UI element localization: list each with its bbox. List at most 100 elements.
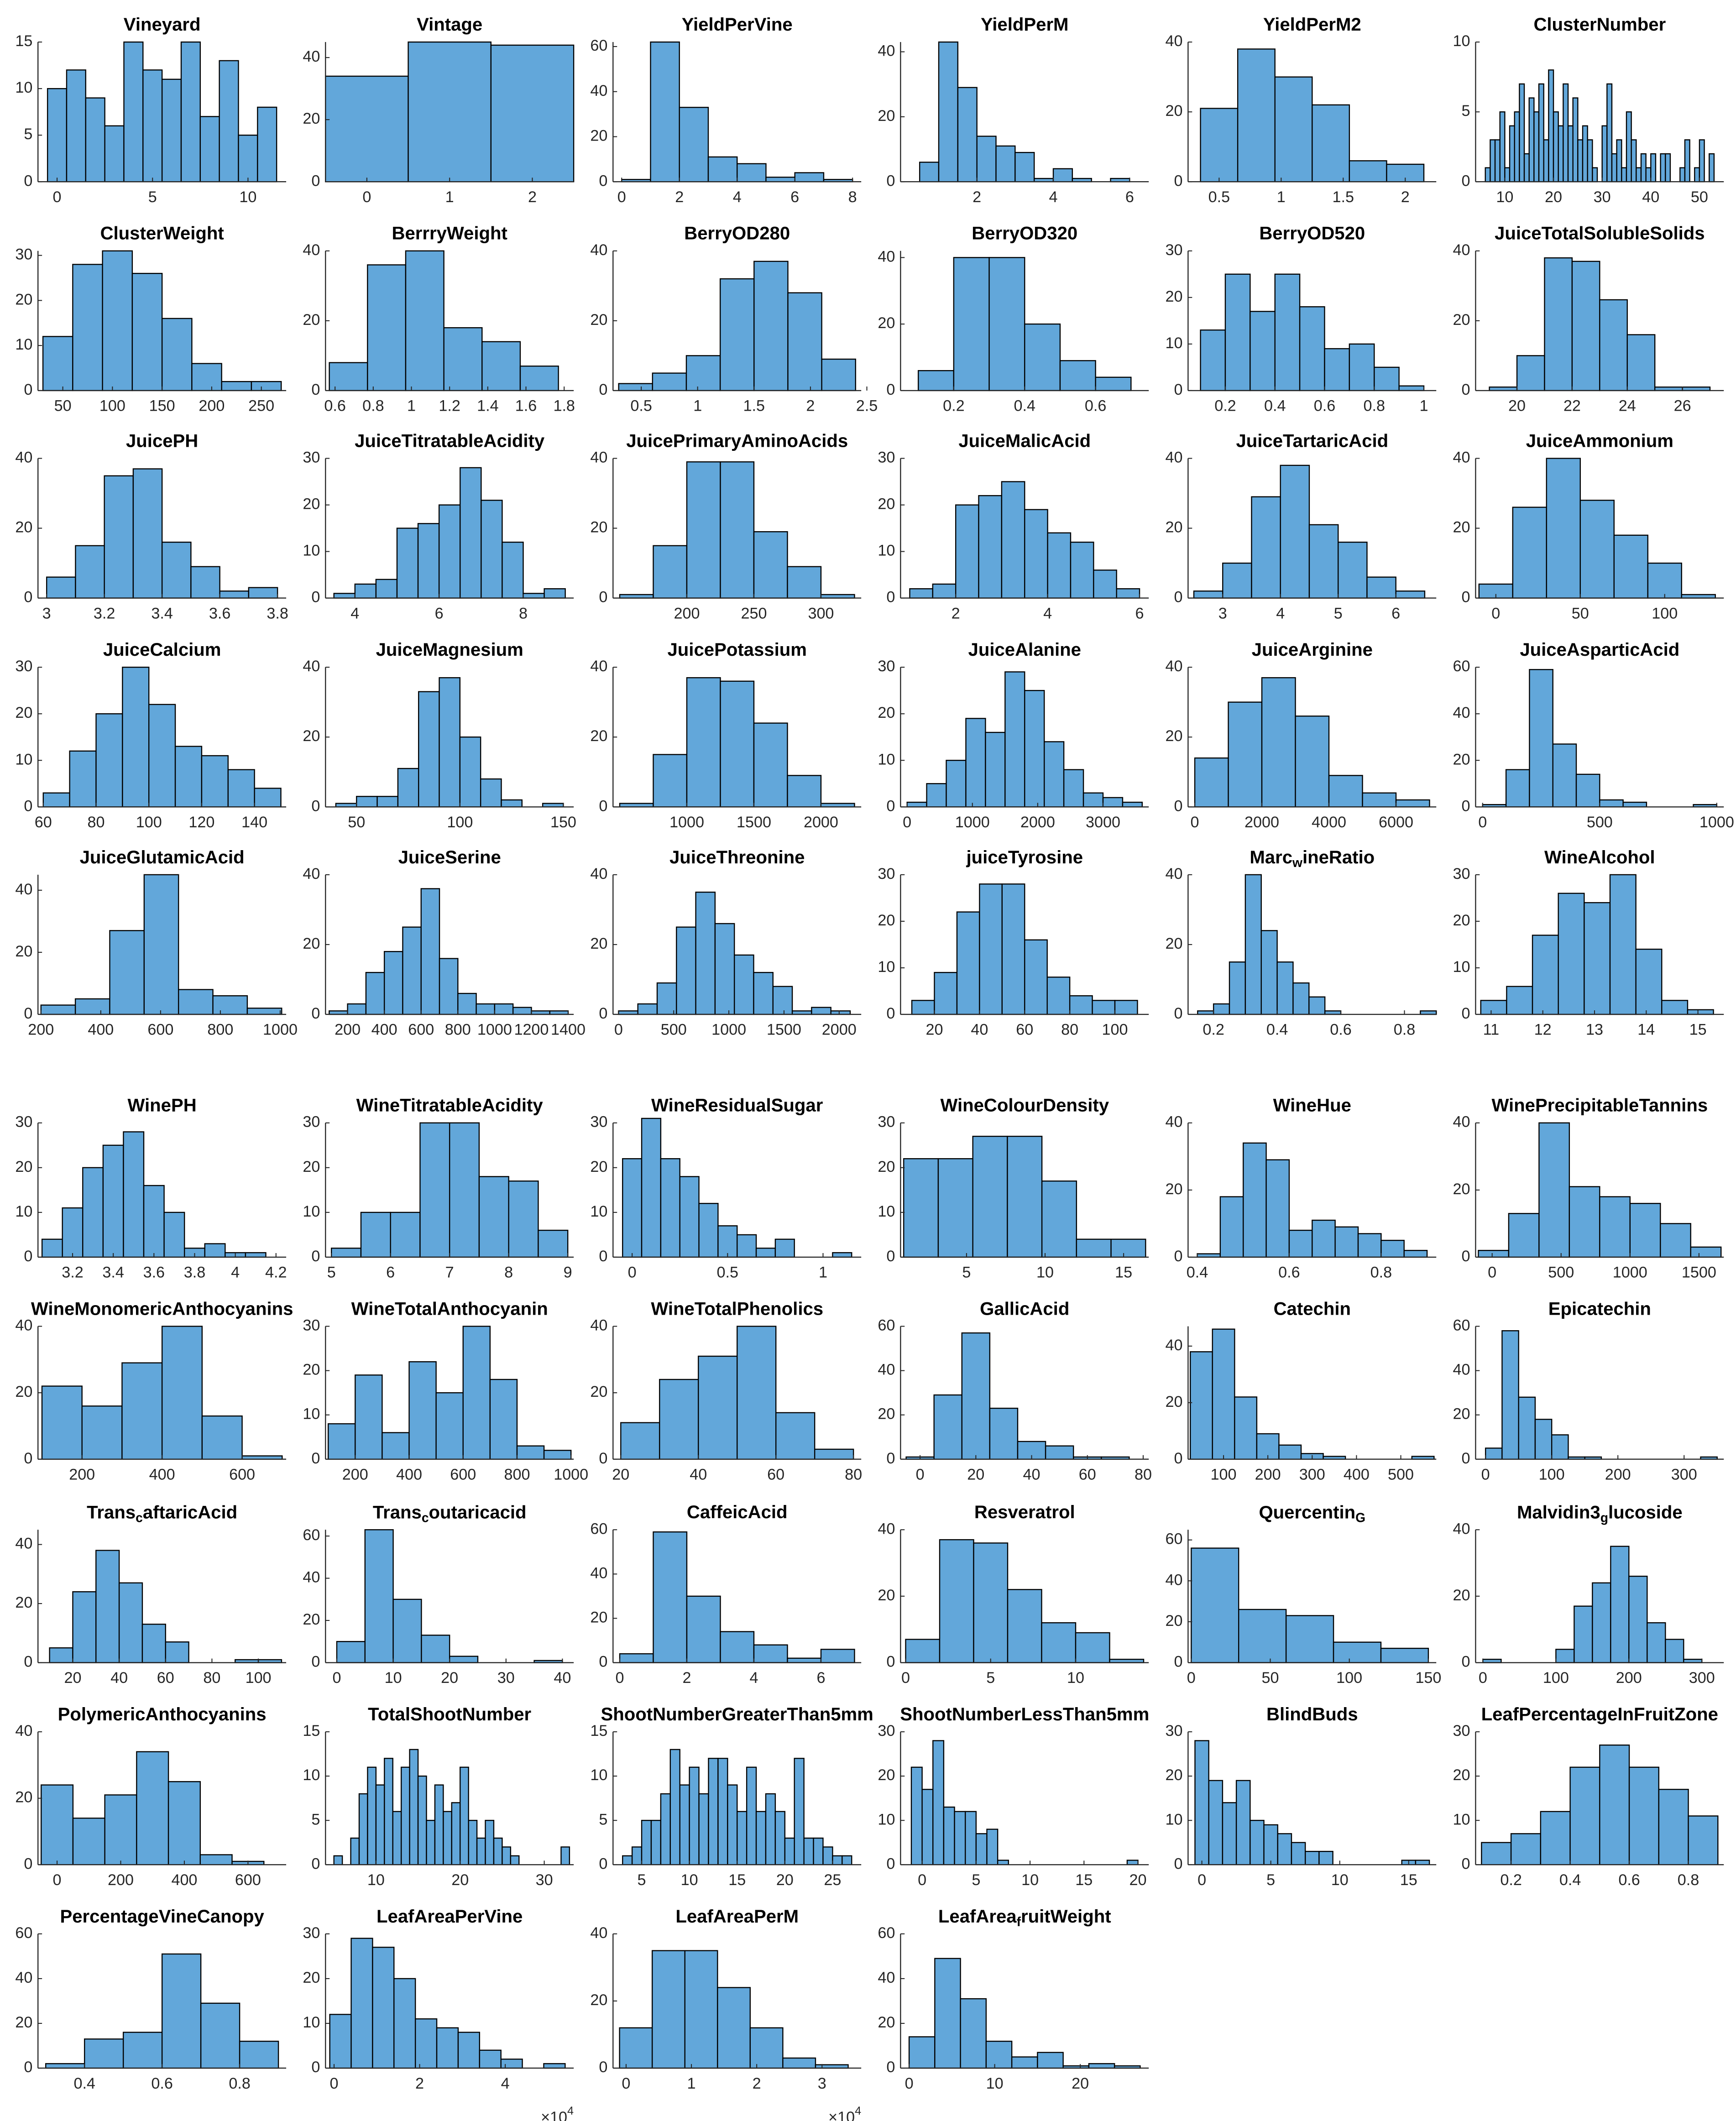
x-tick-label: 1 [407, 397, 416, 415]
bar [104, 1794, 137, 1865]
bar [364, 1529, 394, 1663]
chart-title: TotalShootNumber [368, 1704, 531, 1724]
y-tick-label: 10 [1453, 958, 1470, 976]
x-tick-label: 150 [1415, 1669, 1441, 1687]
bar [1635, 948, 1663, 1015]
y-tick-label: 20 [303, 1158, 320, 1175]
x-tick-label: 0.5 [717, 1264, 738, 1281]
x-tick-label: 6000 [1379, 814, 1413, 831]
x-tick-label: 15 [1075, 1871, 1093, 1889]
x-tick-label: 30 [497, 1669, 515, 1687]
bar [1126, 1860, 1139, 1865]
bar [1611, 153, 1617, 183]
bar [417, 523, 440, 599]
y-tick-label: 60 [590, 1520, 607, 1537]
y-tick-label: 60 [878, 1317, 895, 1334]
bar [1200, 329, 1226, 392]
bar [842, 1855, 852, 1865]
bar [62, 1207, 84, 1258]
bar [405, 250, 444, 392]
bar [953, 257, 990, 392]
bar [199, 116, 220, 183]
x-tick-label: 10 [385, 1669, 402, 1687]
y-tick-label: 0 [886, 2058, 895, 2076]
bar [148, 704, 176, 808]
bar [955, 504, 979, 599]
bar [1569, 1186, 1600, 1258]
bar [95, 713, 123, 808]
bar [402, 926, 422, 1015]
bar [1357, 1233, 1382, 1258]
bar [659, 1379, 699, 1460]
bar [832, 1855, 843, 1865]
bar [104, 475, 134, 599]
bar [1687, 1009, 1714, 1015]
x-tick-label: 3.2 [62, 1264, 83, 1281]
x-tick-label: 4 [350, 605, 359, 622]
subplot: LeafPercentageInFruitZone 0 10 20 30 0.2 0.4 0.… [1453, 1704, 1724, 1889]
bar [123, 1131, 145, 1258]
y-tick-label: 10 [303, 1405, 320, 1423]
bar [254, 788, 282, 808]
x-tick-label: 1000 [711, 1021, 746, 1039]
subplot: JuicePH 0 20 40 3 3.2 3.4 3.6 3.8 [15, 430, 288, 622]
bar [1024, 690, 1045, 808]
bar [201, 755, 229, 808]
bar [200, 2002, 241, 2069]
chart-title: MarcwineRatio [1250, 847, 1375, 870]
bar [1043, 741, 1065, 808]
bar [1599, 1745, 1630, 1865]
bar [1555, 1649, 1575, 1663]
bar [41, 1385, 83, 1460]
x-tick-label: 2 [528, 188, 537, 206]
bar [1277, 1833, 1292, 1865]
bar [219, 60, 239, 183]
y-tick-label: 20 [1165, 102, 1182, 120]
y-tick-label: 20 [1453, 519, 1470, 536]
chart-title: Vineyard [124, 14, 201, 35]
x-tick-label: 400 [371, 1021, 397, 1039]
y-tick-label: 0 [599, 2058, 607, 2076]
bar [426, 1820, 436, 1865]
x-tick-label: 0.6 [324, 397, 345, 415]
x-tick-label: 0 [901, 1669, 910, 1687]
subplot: BerryOD280 0 20 40 0.5 1 1.5 2 2.5 [590, 223, 878, 415]
bar [248, 587, 278, 599]
bar [1575, 773, 1600, 808]
bar [1579, 500, 1615, 599]
bar [1563, 83, 1569, 183]
bar [1082, 792, 1104, 808]
bar [490, 44, 575, 183]
bar [1285, 1615, 1334, 1663]
x-tick-label: 1.5 [743, 397, 765, 415]
bar [1665, 1639, 1684, 1663]
bar [774, 1238, 795, 1258]
subplot: ShootNumberGreaterThan5mm 0 5 10 15 5 10 15 20 25 [590, 1704, 873, 1889]
bar [1510, 1833, 1542, 1865]
y-tick-label: 20 [878, 1158, 895, 1175]
bar [961, 1332, 991, 1460]
bar [995, 145, 1016, 183]
bar [1093, 569, 1117, 599]
x-tick-label: 10 [1067, 1669, 1084, 1687]
bar [333, 593, 356, 599]
x-multiplier-part: ×10 [828, 2109, 855, 2121]
bar [1616, 139, 1622, 183]
bar [1485, 1447, 1503, 1460]
bar [1395, 590, 1426, 599]
subplot: JuiceTotalSolubleSolids 0 20 40 20 22 24 26 [1453, 223, 1724, 415]
chart-title: ShootNumberGreaterThan5mm [601, 1704, 873, 1724]
x-tick-label: 0 [615, 1669, 624, 1687]
bar [720, 461, 755, 599]
bar [1516, 355, 1545, 392]
bar [965, 718, 986, 808]
subplot: WineTitratableAcidity 0 10 20 30 5 6 7 8 9 [303, 1095, 574, 1281]
bar [1251, 496, 1281, 599]
x-tick-label: 1000 [669, 814, 704, 831]
bar [1318, 1851, 1333, 1865]
y-tick-label: 0 [886, 589, 895, 606]
bar [400, 1766, 410, 1865]
x-tick-label: 2 [415, 2075, 424, 2092]
y-tick-label: 40 [590, 658, 607, 675]
